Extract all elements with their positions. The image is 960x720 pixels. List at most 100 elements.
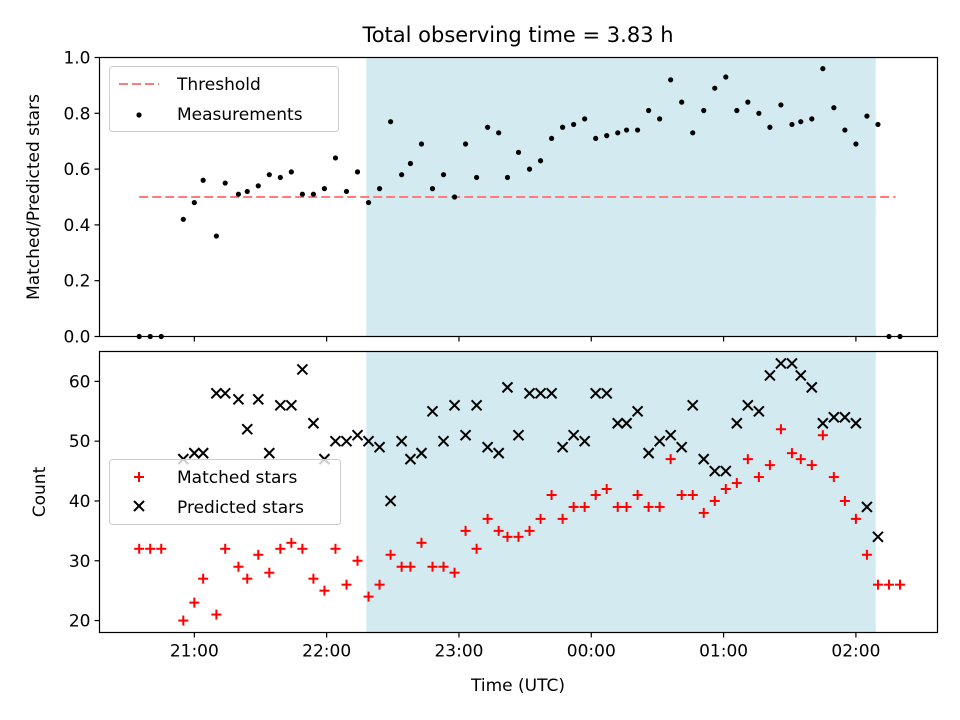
measurement-point [820,66,826,72]
matched-star-point [806,460,817,471]
matched-star-point [178,615,189,626]
bottom-x-tick-label: 23:00 [434,642,483,662]
matched-star-point [850,513,861,524]
bottom-x-ticks: 21:00 22:00 23:00 00:00 01:00 02:00 [170,632,880,662]
predicted-star-point [850,417,862,429]
bottom-x-tick-label: 02:00 [831,642,880,662]
predicted-star-point [351,429,364,441]
matched-star-point [405,561,416,572]
predicted-star-point [523,387,536,400]
predicted-star-point [274,399,287,412]
matched-star-point [546,489,557,500]
matched-star-point [220,543,231,554]
predicted-star-point [775,357,787,370]
matched-star-point [612,501,623,512]
matched-star-point [753,472,764,483]
measurement-point [701,107,707,114]
matched-star-point [189,597,200,608]
predicted-star-point [362,435,375,447]
measurement-point [407,160,414,167]
predicted-star-point [232,393,245,406]
predicted-star-point [307,417,320,429]
matched-star-point [568,501,579,512]
predicted-star-point [828,411,840,423]
measurement-point [451,194,458,200]
matched-star-point [817,430,828,441]
measurement-point [623,127,630,133]
measurement-point [634,127,641,133]
legend-threshold-label: Threshold [176,75,261,95]
predicted-star-point [459,429,472,441]
predicted-star-point [448,399,461,412]
top-y-axis-label: Matched/Predicted stars [24,94,44,300]
measurement-point [191,199,197,206]
measurement-point [679,99,685,105]
matched-star-point [676,489,687,500]
top-legend: Threshold Measurements [109,66,339,132]
bottom-plot-marks [134,357,906,626]
matched-star-point [297,543,308,554]
legend-predicted-label: Predicted stars [177,498,304,518]
bottom-y-tick-label: 20 [69,612,91,632]
top-panel: Total observing time = 3.83 h 0.00.20.40… [24,23,939,348]
legend-predicted-swatch [133,500,145,512]
predicted-star-point [512,429,525,441]
matched-star-point [352,555,363,566]
predicted-star-point [470,399,483,412]
matched-star-point [156,543,167,554]
measurement-point [310,191,317,197]
matched-star-point [764,460,775,471]
predicted-star-point [384,495,397,507]
top-chart-title: Total observing time = 3.83 h [361,23,673,47]
top-x-ticks [193,336,857,342]
measurement-point [690,130,696,136]
predicted-star-point [664,429,677,441]
top-y-tick-label: 0.2 [63,272,90,292]
matched-star-point [275,543,286,554]
predicted-star-point [415,447,428,459]
matched-star-point [687,489,698,500]
matched-star-point [319,585,330,596]
measurement-point [180,216,186,222]
top-y-ticks: 0.0 0.2 0.4 0.6 0.8 1.0 [63,49,100,348]
predicted-star-point [642,447,655,459]
measurement-point [593,135,599,142]
predicted-star-point [492,447,505,459]
matched-star-point [895,579,906,590]
matched-star-point [828,472,839,483]
matched-star-point [775,424,786,435]
legend-matched-swatch [134,472,144,482]
measurement-point [462,141,469,147]
measurement-point [778,102,784,108]
predicted-star-point [764,369,776,382]
matched-star-point [839,495,850,506]
measurement-point [244,188,250,195]
measurement-point [399,172,405,178]
bottom-y-tick-label: 50 [69,432,91,452]
predicted-star-point [285,399,298,412]
legend-measurements-swatch [136,112,142,118]
matched-star-point [493,525,504,536]
bottom-x-tick-label: 01:00 [699,642,748,662]
predicted-star-point [653,435,666,447]
measurement-point [668,77,674,83]
predicted-star-point [698,453,710,465]
measurement-point [864,113,870,119]
matched-star-point [211,609,222,620]
matched-star-point [731,478,742,489]
bottom-plot-frame [98,350,939,634]
matched-star-point [872,579,883,590]
bottom-y-tick-label: 40 [69,492,91,512]
bottom-x-tick-label: 00:00 [567,642,616,662]
measurement-point [582,116,588,122]
top-y-tick-label: 0.4 [63,216,90,236]
bottom-x-tick-label: 22:00 [302,642,351,662]
matched-star-point [308,573,319,584]
legend-matched-label: Matched stars [177,468,297,488]
measurement-point [418,141,425,147]
measurement-point [526,166,533,172]
predicted-star-point [241,423,253,435]
matched-star-point [665,454,676,465]
matched-star-point [416,537,427,548]
